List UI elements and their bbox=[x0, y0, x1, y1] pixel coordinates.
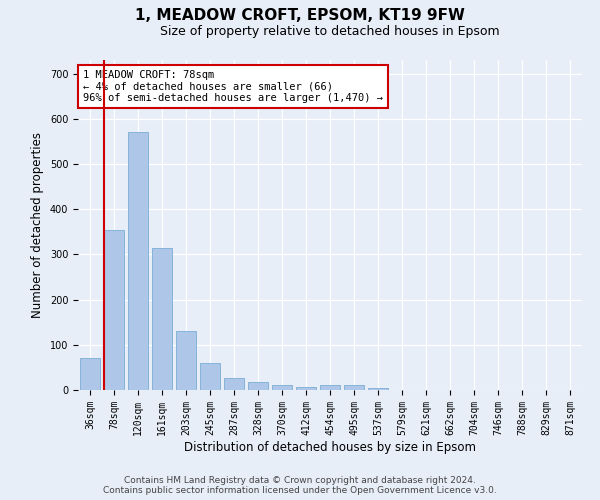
Bar bbox=[368, 388, 388, 390]
Bar bbox=[248, 382, 268, 390]
Bar bbox=[320, 386, 340, 390]
Text: Contains HM Land Registry data © Crown copyright and database right 2024.
Contai: Contains HM Land Registry data © Crown c… bbox=[103, 476, 497, 495]
Bar bbox=[152, 248, 172, 390]
Y-axis label: Number of detached properties: Number of detached properties bbox=[31, 132, 44, 318]
Text: 1 MEADOW CROFT: 78sqm
← 4% of detached houses are smaller (66)
96% of semi-detac: 1 MEADOW CROFT: 78sqm ← 4% of detached h… bbox=[83, 70, 383, 103]
Bar bbox=[296, 388, 316, 390]
Bar bbox=[176, 331, 196, 390]
X-axis label: Distribution of detached houses by size in Epsom: Distribution of detached houses by size … bbox=[184, 440, 476, 454]
Title: Size of property relative to detached houses in Epsom: Size of property relative to detached ho… bbox=[160, 25, 500, 38]
Bar bbox=[104, 230, 124, 390]
Bar bbox=[224, 378, 244, 390]
Bar bbox=[80, 358, 100, 390]
Bar bbox=[344, 386, 364, 390]
Bar bbox=[200, 363, 220, 390]
Bar bbox=[128, 132, 148, 390]
Bar bbox=[272, 386, 292, 390]
Text: 1, MEADOW CROFT, EPSOM, KT19 9FW: 1, MEADOW CROFT, EPSOM, KT19 9FW bbox=[135, 8, 465, 22]
